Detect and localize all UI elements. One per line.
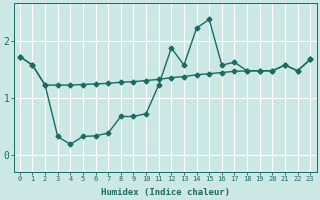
- X-axis label: Humidex (Indice chaleur): Humidex (Indice chaleur): [100, 188, 229, 197]
